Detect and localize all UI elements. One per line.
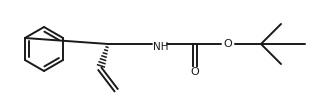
Text: NH: NH bbox=[153, 42, 169, 52]
Text: O: O bbox=[224, 39, 232, 49]
Text: O: O bbox=[191, 67, 199, 77]
